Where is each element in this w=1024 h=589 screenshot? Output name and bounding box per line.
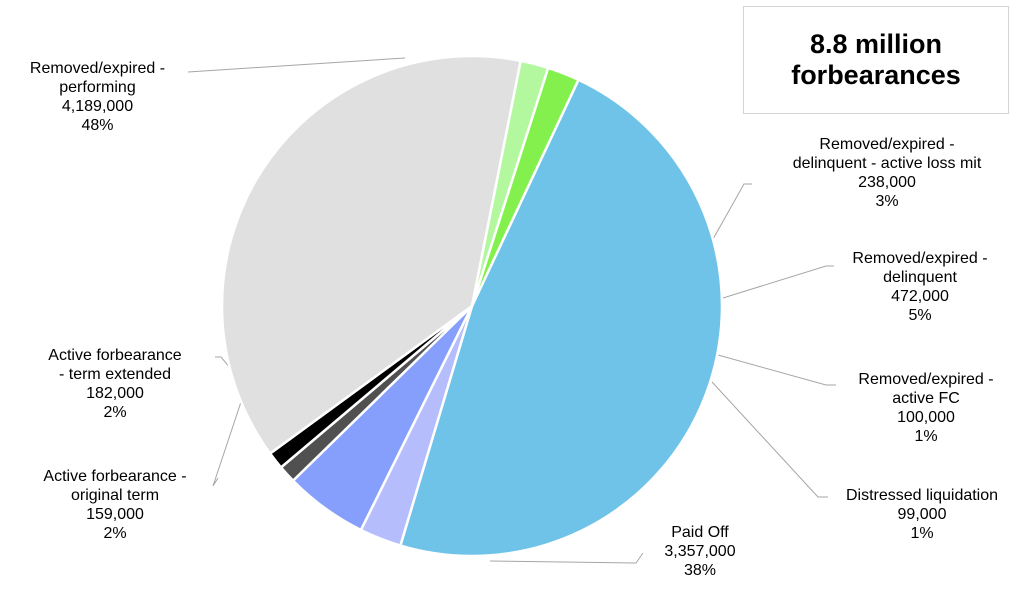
leader-line-active-original-term [212, 401, 242, 487]
leader-line-performing [187, 57, 406, 73]
leader-line-delinquent-loss-mit [707, 183, 752, 249]
slice-label-active-original-term: Active forbearance - original term 159,0… [43, 468, 187, 542]
slice-label-removed-performing: Removed/expired - performing 4,189,000 4… [29, 60, 166, 134]
pie-slices [220, 54, 724, 558]
chart-title-line: forbearances [791, 60, 961, 90]
leader-line-delinquent [722, 265, 834, 299]
slice-label-removed-delinquent-loss-mit: Removed/expired - delinquent - active lo… [792, 136, 982, 210]
chart-title: 8.8 million forbearances [743, 6, 1009, 114]
slice-label-removed-active-fc: Removed/expired - active FC 100,000 1% [858, 371, 994, 445]
leader-line-paid-off [489, 552, 644, 564]
slice-label-active-term-extended: Active forbearance - term extended 182,0… [48, 347, 182, 421]
leader-line-distressed-liquidation [711, 381, 828, 498]
leader-line-active-term-extended [215, 356, 232, 370]
leader-line-active-fc [717, 354, 836, 386]
pie-slice-paid-off [220, 54, 522, 455]
pie-slice-active-term-extended [470, 66, 580, 308]
slice-label-removed-delinquent: Removed/expired - delinquent 472,000 5% [852, 250, 988, 324]
slice-label-paid-off: Paid Off 3,357,000 38% [664, 524, 736, 579]
pie-slice-performing [399, 78, 724, 558]
chart-title-line: 8.8 million [809, 29, 943, 59]
slice-label-distressed-liquidation: Distressed liquidation 99,000 1% [845, 487, 999, 542]
leader-lines [187, 57, 836, 564]
